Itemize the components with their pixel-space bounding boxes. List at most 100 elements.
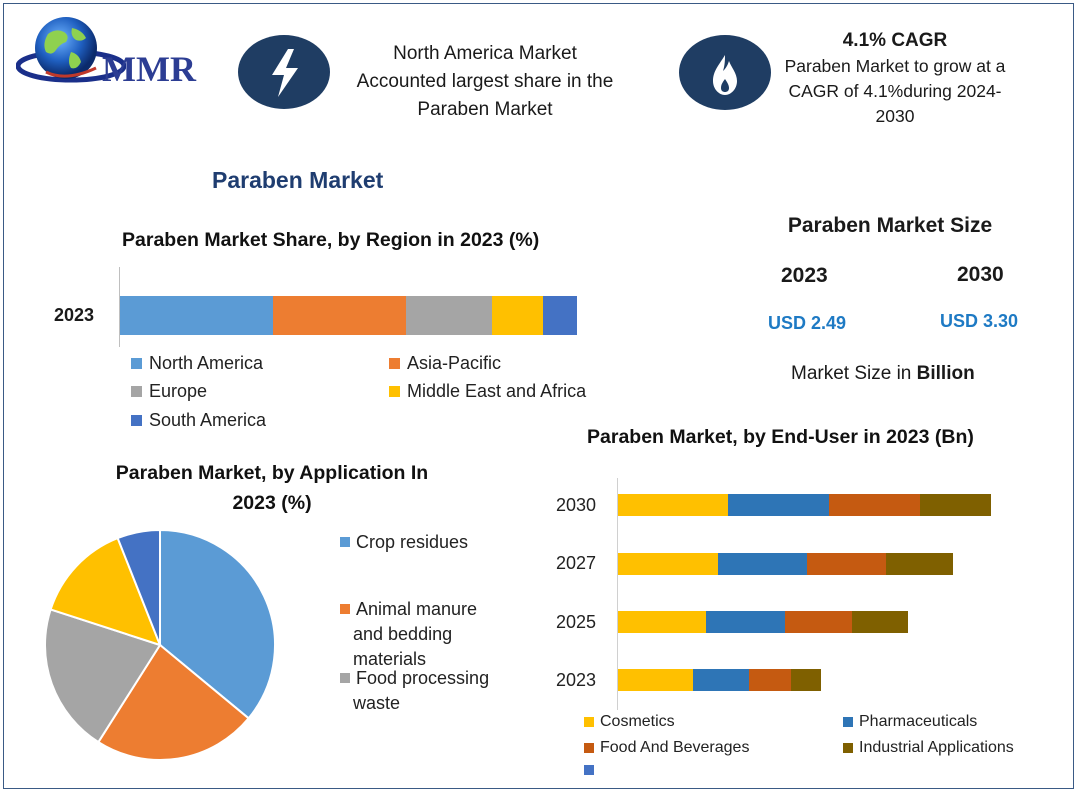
unit-prefix: Market Size in xyxy=(791,363,917,384)
enduser-bar-segment xyxy=(919,494,992,516)
highlight-text-north-america: North America Market Accounted largest s… xyxy=(330,40,640,124)
legend-label: Pharmaceuticals xyxy=(859,713,978,730)
legend-label: Industrial Applications xyxy=(859,739,1014,756)
region-axis-line xyxy=(119,267,120,347)
enduser-bar-segment xyxy=(618,494,728,516)
legend-label: Europe xyxy=(149,381,208,401)
legend-line: Food processing xyxy=(340,666,489,691)
region-bar-segment xyxy=(492,296,543,335)
pie-slice xyxy=(116,528,161,646)
enduser-bar-segment xyxy=(749,669,792,691)
market-size-value: USD 2.49 xyxy=(768,313,847,333)
legend-line: and bedding xyxy=(353,624,453,644)
unit-bold: Billion xyxy=(916,363,975,384)
enduser-category-label: 2030 xyxy=(556,495,597,515)
legend-item: South America xyxy=(131,410,266,431)
enduser-bar-segment xyxy=(791,669,821,691)
legend-swatch xyxy=(131,415,142,426)
enduser-bar-segment xyxy=(852,611,909,633)
region-stacked-bar xyxy=(120,296,577,335)
region-bar-segment xyxy=(542,296,577,335)
region-legend: North America Asia-Pacific Europe Middle… xyxy=(131,353,651,433)
pie-chart-title: Paraben Market, by Application In 2023 (… xyxy=(72,458,472,518)
legend-item: Cosmetics xyxy=(584,713,675,731)
legend-item: Middle East and Africa xyxy=(389,381,586,402)
legend-label: Food And Beverages xyxy=(600,739,750,756)
legend-swatch xyxy=(584,717,594,727)
application-pie-chart xyxy=(44,528,276,761)
legend-label: Crop residues xyxy=(356,532,469,552)
legend-label: North America xyxy=(149,353,264,373)
region-bar-segment xyxy=(120,296,274,335)
enduser-category-label: 2023 xyxy=(556,670,597,690)
legend-swatch xyxy=(389,386,400,397)
legend-swatch xyxy=(340,673,350,683)
market-size-title: Paraben Market Size xyxy=(787,214,993,237)
enduser-bar-segment xyxy=(828,494,920,516)
enduser-chart-title: Paraben Market, by End-User in 2023 (Bn) xyxy=(587,426,974,448)
cagr-line: Paraben Market to grow at a xyxy=(784,56,1006,76)
highlight-cagr: 4.1% CAGR Paraben Market to grow at a CA… xyxy=(770,28,1020,129)
cagr-title: 4.1% CAGR xyxy=(842,30,948,51)
legend-label: Food processing xyxy=(356,668,490,688)
legend-item: Industrial Applications xyxy=(843,739,1014,757)
enduser-bar-segment xyxy=(784,611,853,633)
legend-swatch xyxy=(584,743,594,753)
enduser-category-label: 2025 xyxy=(556,612,597,632)
logo: MMR xyxy=(16,14,216,94)
lightning-bolt-icon xyxy=(272,49,298,97)
logo-text: MMR xyxy=(102,49,196,89)
pie-legend-item: Crop residues xyxy=(340,530,468,555)
pie-slice xyxy=(96,643,251,761)
highlight-icon-circle xyxy=(238,35,330,109)
legend-label: Asia-Pacific xyxy=(407,353,502,373)
enduser-legend: Cosmetics Pharmaceuticals Food And Bever… xyxy=(584,713,1054,783)
highlight-line: Paraben Market xyxy=(417,99,553,120)
legend-swatch xyxy=(843,717,853,727)
market-size-year: 2030 xyxy=(957,263,1004,286)
pie-slice xyxy=(49,536,162,647)
highlight-line: Accounted largest share in the xyxy=(356,71,614,92)
region-category-label: 2023 xyxy=(54,305,95,325)
enduser-bar-segment xyxy=(807,553,886,575)
legend-line: materials xyxy=(353,649,427,669)
enduser-category-label: 2027 xyxy=(556,553,597,573)
highlight-icon-circle xyxy=(679,35,771,110)
legend-label: Animal manure xyxy=(356,599,478,619)
enduser-bar-segment xyxy=(727,494,829,516)
legend-swatch xyxy=(131,386,142,397)
page-title: Paraben Market xyxy=(212,167,384,193)
legend-swatch xyxy=(843,743,853,753)
legend-line: Animal manure xyxy=(340,597,477,622)
legend-item xyxy=(584,765,600,775)
infographic-frame xyxy=(3,3,1074,789)
enduser-bar-segment xyxy=(618,553,718,575)
market-size-unit: Market Size in Billion xyxy=(791,363,975,385)
cagr-line: CAGR of 4.1%during 2024- xyxy=(788,81,1002,101)
region-bar-segment xyxy=(405,296,493,335)
enduser-bar-segment xyxy=(618,611,707,633)
legend-swatch xyxy=(389,358,400,369)
legend-item: Food And Beverages xyxy=(584,739,749,757)
pie-slice xyxy=(44,608,162,744)
enduser-bar-segment xyxy=(693,669,750,691)
cagr-line: 2030 xyxy=(875,106,915,126)
enduser-axis-line xyxy=(617,478,618,710)
flame-icon xyxy=(713,55,737,95)
market-size-value: USD 3.30 xyxy=(940,311,1019,331)
legend-swatch xyxy=(340,604,350,614)
legend-line: waste xyxy=(353,693,401,713)
legend-swatch xyxy=(340,537,350,547)
enduser-bar-segment xyxy=(885,553,954,575)
legend-item: Pharmaceuticals xyxy=(843,713,977,731)
enduser-bars xyxy=(618,478,1038,710)
enduser-bar-segment xyxy=(717,553,808,575)
globe-icon xyxy=(16,17,126,83)
pie-legend-item: Food processing waste xyxy=(340,666,489,716)
legend-label: South America xyxy=(149,410,267,430)
region-bar-segment xyxy=(273,296,406,335)
enduser-bar-segment xyxy=(706,611,785,633)
legend-swatch xyxy=(584,765,594,775)
enduser-bar-segment xyxy=(618,669,694,691)
market-size-year: 2023 xyxy=(781,264,828,287)
